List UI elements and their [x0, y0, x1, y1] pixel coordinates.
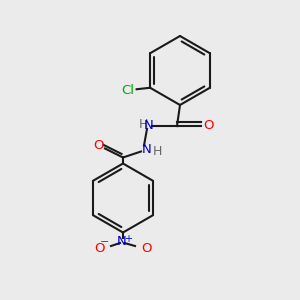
Text: N: N	[142, 143, 152, 157]
Text: N: N	[117, 235, 126, 248]
Text: O: O	[93, 139, 104, 152]
Text: O: O	[141, 242, 152, 256]
Text: H: H	[153, 145, 162, 158]
Text: O: O	[95, 242, 105, 256]
Text: N: N	[144, 119, 153, 133]
Text: H: H	[138, 118, 148, 131]
Text: −: −	[100, 237, 109, 247]
Text: O: O	[203, 119, 214, 133]
Text: +: +	[124, 234, 132, 244]
Text: Cl: Cl	[121, 84, 134, 97]
